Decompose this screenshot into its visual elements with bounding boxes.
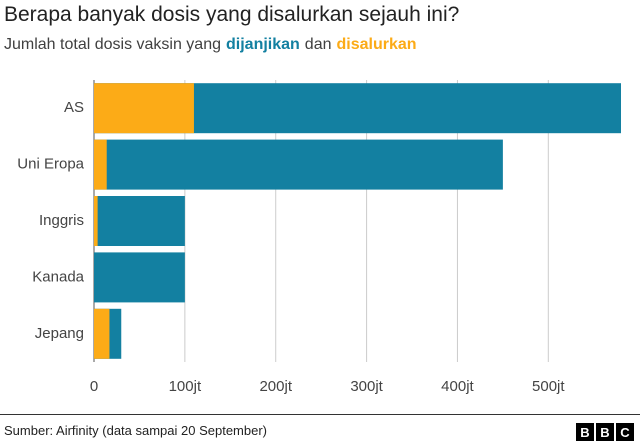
x-tick-label: 0 bbox=[90, 378, 98, 395]
subtitle: Jumlah total dosis vaksin yang dijanjikan… bbox=[4, 36, 422, 54]
x-tick-label: 100jt bbox=[169, 378, 202, 395]
bar bbox=[94, 196, 98, 246]
bar bbox=[94, 252, 185, 303]
bar bbox=[94, 83, 194, 134]
y-tick-label: Uni Eropa bbox=[17, 156, 84, 173]
y-tick-label: Jepang bbox=[35, 325, 84, 342]
legend-entry: disalurkan bbox=[336, 36, 417, 53]
source: Sumber: Airfinity (data sampai 20 Septem… bbox=[4, 423, 268, 438]
subtitle-text: dan bbox=[304, 36, 332, 53]
x-tick-label: 400jt bbox=[441, 378, 474, 395]
subtitle-text: Jumlah total dosis vaksin yang bbox=[4, 36, 221, 53]
x-tick-label: 200jt bbox=[259, 378, 292, 395]
footer: Sumber: Airfinity (data sampai 20 Septem… bbox=[0, 414, 640, 441]
logo: B B C bbox=[576, 423, 634, 441]
chart: 0 100jt 200jt 300jt 400jt 500jt AS Uni Eropa Ing… bbox=[17, 80, 621, 395]
y-tick-label: Inggris bbox=[39, 212, 84, 229]
x-tick-label: 300jt bbox=[350, 378, 383, 395]
bar bbox=[94, 308, 110, 359]
y-tick-label: Kanada bbox=[32, 268, 84, 285]
logo-letter: B bbox=[596, 423, 614, 441]
logo-letter: B bbox=[576, 423, 594, 441]
legend-entry: dijanjikan bbox=[226, 36, 300, 53]
bar bbox=[94, 139, 503, 190]
logo-letter: C bbox=[616, 423, 634, 441]
x-tick-label: 500jt bbox=[532, 378, 565, 395]
chart-title: Berapa banyak dosis yang disalurkan seja… bbox=[4, 3, 460, 26]
bar bbox=[94, 139, 107, 190]
bar bbox=[94, 196, 185, 246]
y-tick-label: AS bbox=[64, 99, 84, 116]
